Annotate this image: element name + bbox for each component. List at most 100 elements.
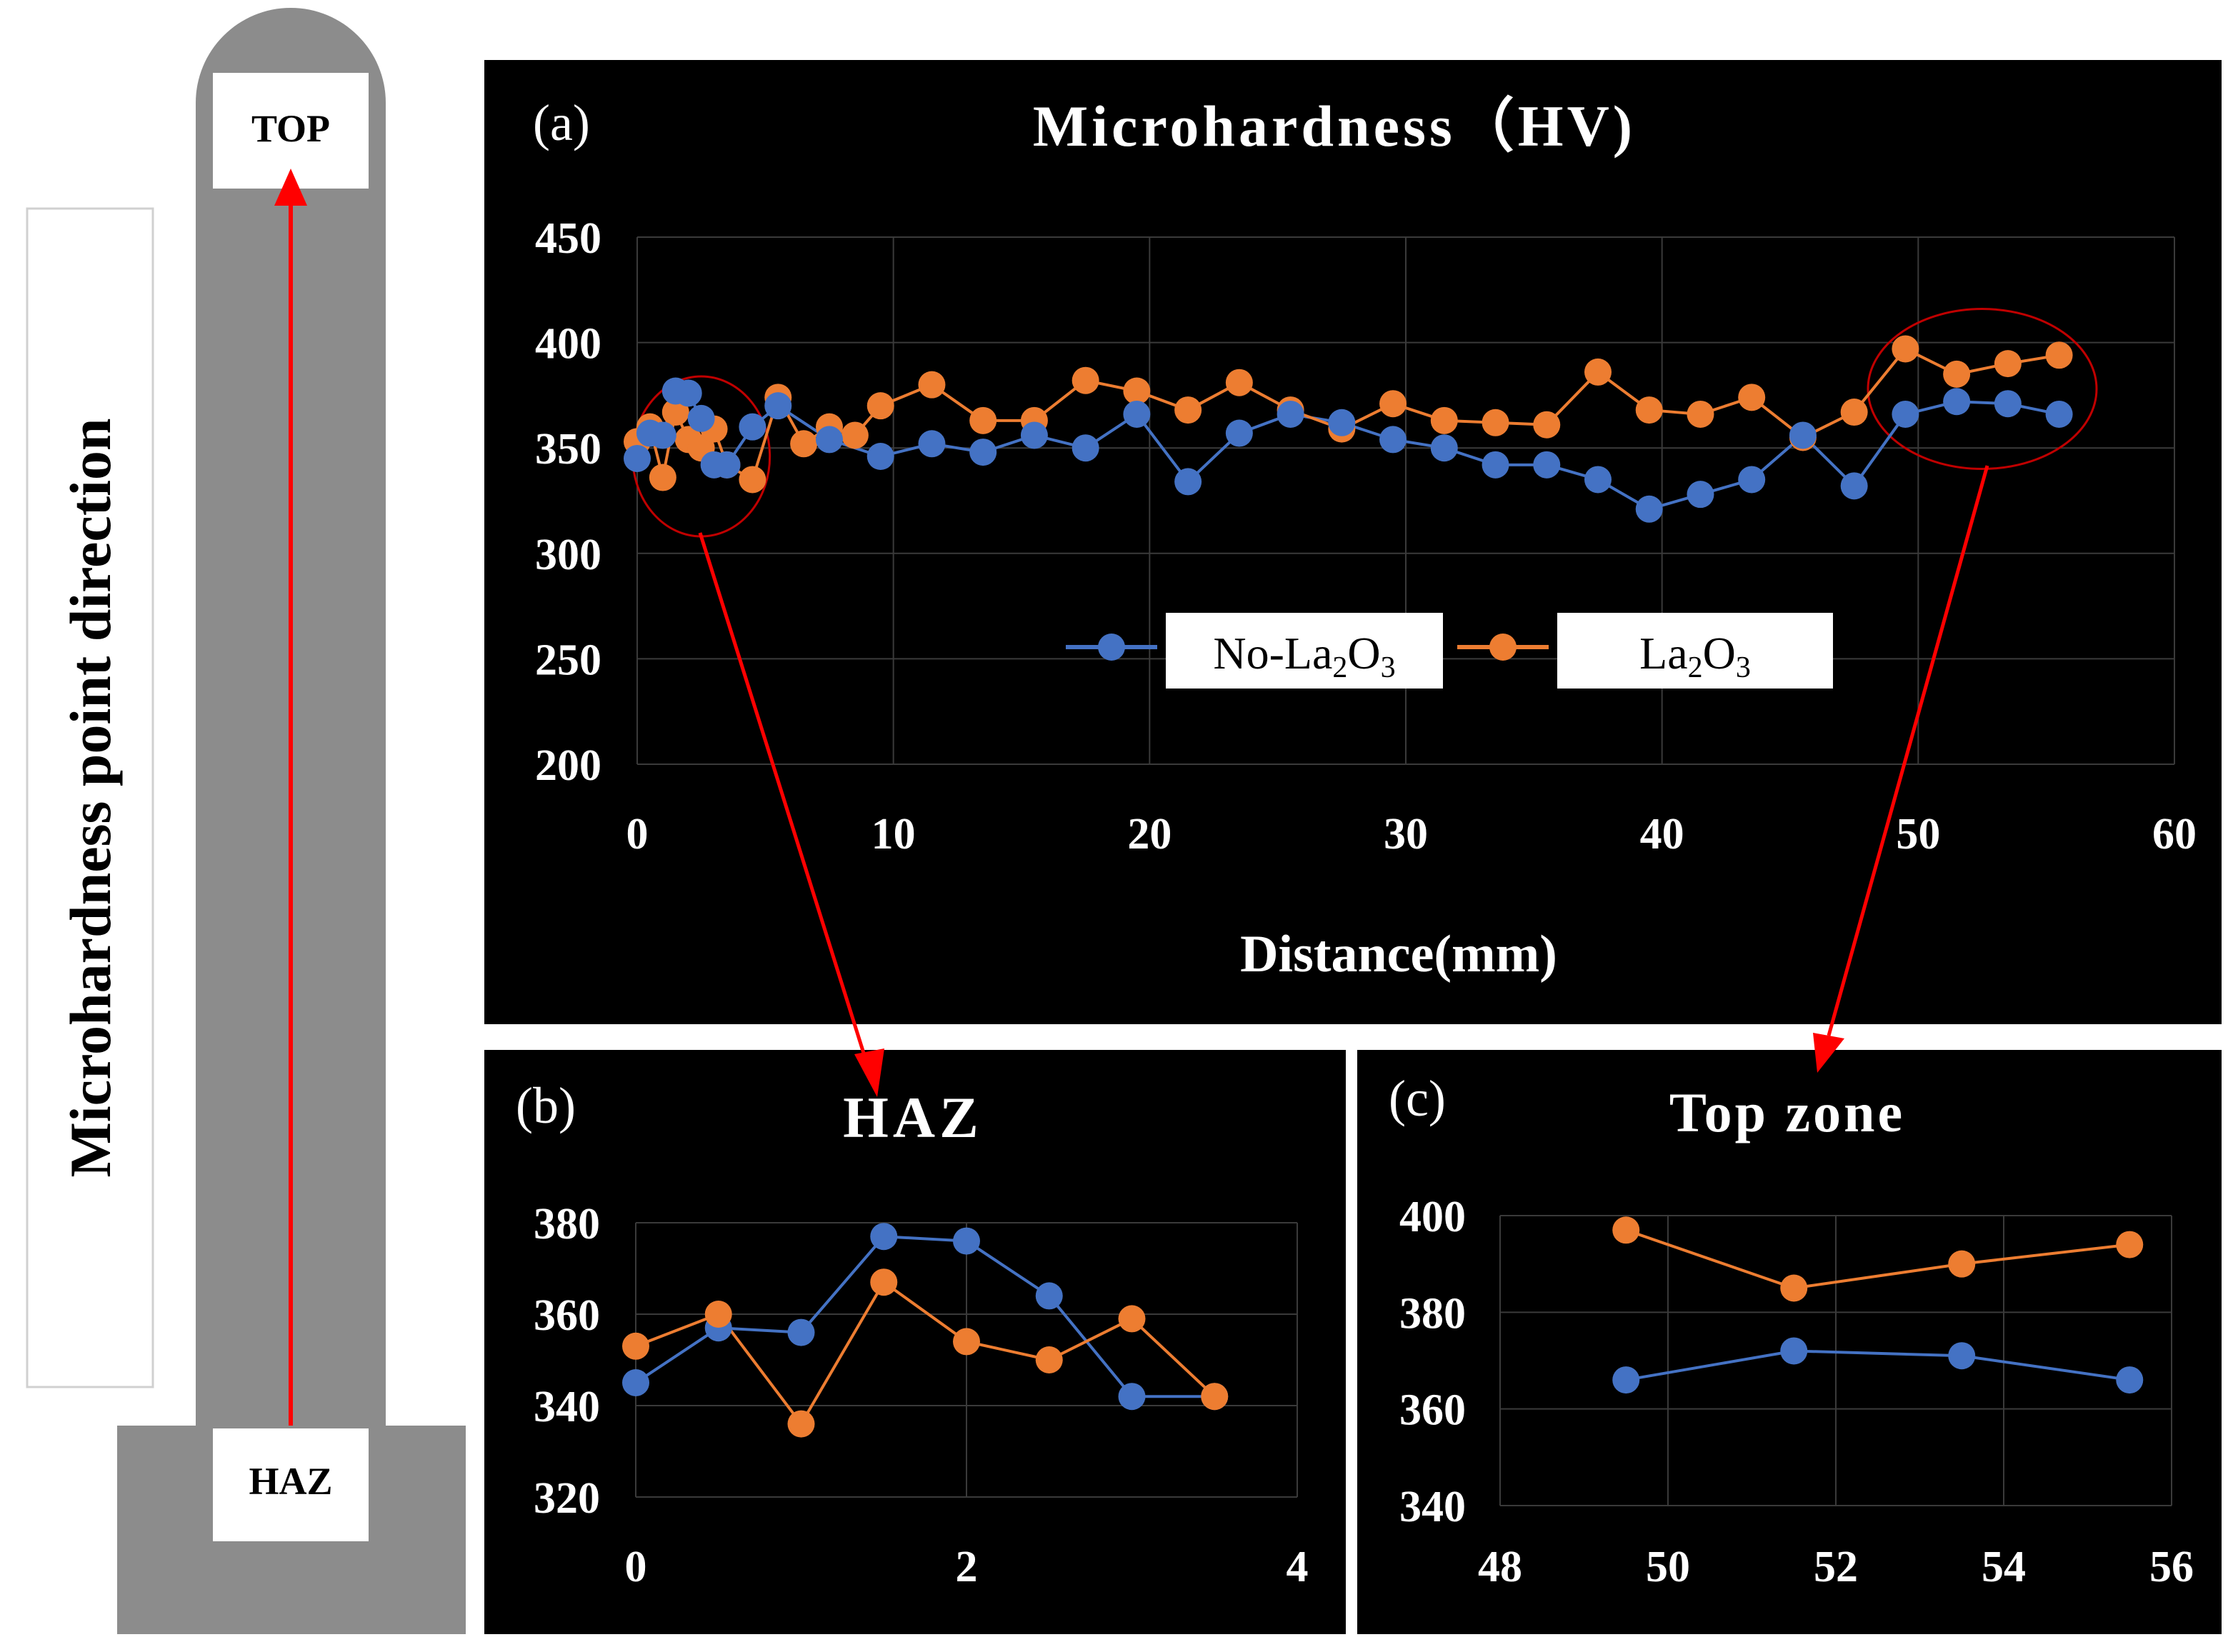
x-tick-label: 4 bbox=[1287, 1543, 1309, 1591]
data-point-no-la2o3 bbox=[1277, 400, 1304, 428]
data-point-la2o3 bbox=[1612, 1216, 1640, 1244]
x-tick-label: 52 bbox=[1814, 1543, 1858, 1591]
data-point-no-la2o3 bbox=[866, 443, 894, 471]
y-tick-label: 380 bbox=[1399, 1289, 1466, 1338]
data-point-no-la2o3 bbox=[870, 1223, 898, 1251]
data-point-la2o3 bbox=[1892, 335, 1919, 363]
legend-la2o3-label: La2O3 bbox=[1639, 628, 1751, 684]
data-point-la2o3 bbox=[1635, 396, 1663, 424]
data-point-no-la2o3 bbox=[953, 1227, 980, 1255]
callout-arrowhead-haz bbox=[854, 1048, 884, 1097]
y-tick-label: 200 bbox=[535, 741, 601, 790]
data-point-la2o3 bbox=[1035, 1346, 1063, 1373]
data-point-la2o3 bbox=[918, 371, 946, 399]
data-point-no-la2o3 bbox=[1174, 468, 1202, 496]
data-point-no-la2o3 bbox=[1379, 426, 1407, 454]
data-point-no-la2o3 bbox=[1225, 419, 1253, 447]
panel-c-grid bbox=[1499, 1215, 2172, 1506]
data-point-no-la2o3 bbox=[1840, 472, 1868, 500]
data-point-la2o3 bbox=[1994, 350, 2022, 378]
series-line-la2o3 bbox=[1625, 1228, 2130, 1290]
data-point-la2o3 bbox=[1840, 399, 1868, 426]
data-point-la2o3 bbox=[2116, 1231, 2144, 1258]
data-point-no-la2o3 bbox=[764, 392, 792, 420]
legend-no-la2o3-marker bbox=[1098, 634, 1125, 661]
data-point-la2o3 bbox=[1482, 409, 1509, 436]
panel-a-x-ticks: 0 10 20 30 40 50 60 bbox=[626, 810, 2197, 858]
data-point-no-la2o3 bbox=[1584, 466, 1612, 494]
data-point-no-la2o3 bbox=[713, 451, 741, 479]
data-point-la2o3 bbox=[841, 421, 869, 449]
data-point-la2o3 bbox=[1225, 369, 1253, 396]
data-point-la2o3 bbox=[1943, 360, 1971, 388]
data-point-no-la2o3 bbox=[787, 1318, 815, 1346]
x-tick-label: 10 bbox=[871, 810, 916, 858]
panel-b-grid bbox=[635, 1222, 1298, 1498]
data-point-la2o3 bbox=[1430, 406, 1458, 434]
x-tick-label: 48 bbox=[1478, 1543, 1522, 1591]
panel-b-y-ticks: 320 340 360 380 bbox=[534, 1200, 600, 1523]
direction-label-box bbox=[26, 207, 154, 1388]
x-tick-label: 30 bbox=[1384, 810, 1428, 858]
series-line-no-la2o3 bbox=[1625, 1349, 2130, 1382]
top-label: TOP bbox=[251, 107, 330, 150]
panel-b-label: (b) bbox=[516, 1077, 576, 1134]
data-point-no-la2o3 bbox=[1328, 409, 1356, 436]
y-tick-label: 250 bbox=[535, 636, 601, 684]
panel-c-y-ticks: 340 360 380 400 bbox=[1399, 1193, 1466, 1531]
panel-b-series bbox=[622, 1223, 1229, 1438]
data-point-no-la2o3 bbox=[969, 439, 997, 466]
callout-arrowhead-top bbox=[1813, 1033, 1844, 1073]
data-point-no-la2o3 bbox=[918, 430, 946, 458]
top-zone-highlight-ellipse bbox=[1867, 308, 2098, 471]
data-point-no-la2o3 bbox=[2045, 400, 2073, 428]
y-tick-label: 380 bbox=[534, 1200, 600, 1248]
specimen-schematic: TOP HAZ Microhardness point direction bbox=[26, 8, 466, 1634]
data-point-no-la2o3 bbox=[1118, 1383, 1146, 1411]
data-point-la2o3 bbox=[739, 466, 766, 494]
panel-b-title: HAZ bbox=[843, 1085, 983, 1150]
data-point-no-la2o3 bbox=[1533, 451, 1561, 479]
data-point-la2o3 bbox=[787, 1410, 815, 1438]
data-point-no-la2o3 bbox=[687, 404, 715, 432]
y-tick-label: 320 bbox=[534, 1474, 600, 1523]
callout-arrow-haz bbox=[698, 532, 868, 1061]
panel-a-series bbox=[624, 335, 2073, 523]
panel-a-label: (a) bbox=[533, 94, 590, 151]
data-point-no-la2o3 bbox=[1635, 495, 1663, 523]
panel-a-title: Microhardness（HV) bbox=[1033, 94, 1636, 159]
x-tick-label: 60 bbox=[2152, 810, 2197, 858]
haz-label-box bbox=[213, 1428, 369, 1541]
data-point-no-la2o3 bbox=[1482, 451, 1509, 479]
y-tick-label: 400 bbox=[535, 320, 601, 369]
panel-c-x-ticks: 48 50 52 54 56 bbox=[1478, 1543, 2194, 1591]
x-tick-label: 0 bbox=[625, 1543, 647, 1591]
data-point-la2o3 bbox=[1687, 400, 1714, 428]
data-point-la2o3 bbox=[1738, 384, 1766, 411]
data-point-la2o3 bbox=[704, 1301, 732, 1328]
data-point-no-la2o3 bbox=[1020, 421, 1048, 449]
data-point-no-la2o3 bbox=[649, 421, 676, 449]
x-tick-label: 50 bbox=[1646, 1543, 1690, 1591]
x-tick-label: 54 bbox=[1982, 1543, 2026, 1591]
callout-arrows bbox=[698, 465, 1989, 1097]
panel-b: (b) HAZ 320 340 360 380 0 2 4 bbox=[516, 1077, 1309, 1591]
y-tick-label: 340 bbox=[534, 1383, 600, 1431]
y-tick-label: 350 bbox=[535, 425, 601, 474]
data-point-la2o3 bbox=[661, 399, 689, 426]
data-point-no-la2o3 bbox=[1035, 1282, 1063, 1310]
series-line-no-la2o3 bbox=[634, 1235, 1215, 1398]
data-point-la2o3 bbox=[953, 1328, 980, 1356]
x-tick-label: 40 bbox=[1640, 810, 1684, 858]
haz-label: HAZ bbox=[249, 1460, 332, 1503]
legend: No-La2O3 La2O3 bbox=[1066, 613, 1833, 689]
direction-label: Microhardness point direction bbox=[58, 419, 123, 1178]
y-tick-label: 400 bbox=[1399, 1193, 1466, 1241]
y-tick-label: 340 bbox=[1399, 1483, 1466, 1531]
y-tick-label: 360 bbox=[534, 1291, 600, 1340]
y-tick-label: 300 bbox=[535, 531, 601, 579]
data-point-la2o3 bbox=[1379, 390, 1407, 418]
data-point-no-la2o3 bbox=[1892, 400, 1919, 428]
legend-no-la2o3-label: No-La2O3 bbox=[1213, 628, 1395, 684]
data-point-la2o3 bbox=[1201, 1383, 1229, 1411]
